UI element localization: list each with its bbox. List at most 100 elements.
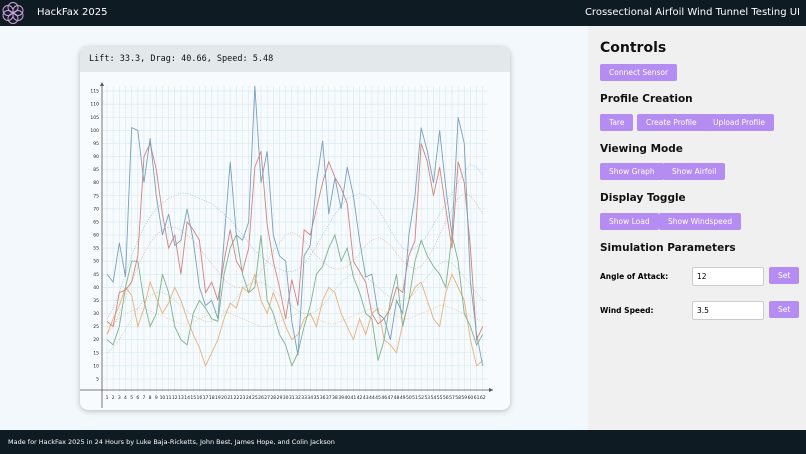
x-tick-label: 61 bbox=[474, 395, 480, 401]
controls-title: Controls bbox=[600, 40, 667, 56]
y-tick-label: 20 bbox=[93, 337, 99, 343]
button[interactable]: Upload Profile bbox=[704, 114, 774, 131]
x-tick-label: 40 bbox=[344, 395, 350, 401]
y-axis-arrow bbox=[100, 82, 104, 86]
set-button[interactable]: Set bbox=[769, 301, 800, 318]
x-tick-label: 49 bbox=[400, 395, 406, 401]
x-tick-label: 30 bbox=[283, 395, 289, 401]
y-tick-label: 50 bbox=[93, 259, 99, 265]
x-tick-label: 25 bbox=[252, 395, 258, 401]
y-tick-label: 15 bbox=[93, 350, 99, 356]
y-tick-label: 95 bbox=[93, 141, 99, 147]
x-tick-label: 56 bbox=[443, 395, 449, 401]
x-tick-label: 12 bbox=[172, 395, 178, 401]
x-tick-label: 43 bbox=[363, 395, 369, 401]
button[interactable]: Show Load bbox=[600, 213, 659, 230]
control-panel: Controls Connect Sensor Profile Creation… bbox=[588, 26, 806, 430]
button[interactable]: Show Windspeed bbox=[659, 213, 742, 230]
x-tick-label: 8 bbox=[149, 395, 152, 401]
series-line bbox=[106, 272, 484, 368]
x-tick-label: 19 bbox=[215, 395, 221, 401]
y-tick-label: 110 bbox=[90, 102, 99, 108]
x-tick-label: 31 bbox=[289, 395, 295, 401]
x-tick-label: 50 bbox=[406, 395, 412, 401]
y-tick-label: 40 bbox=[93, 285, 99, 291]
x-tick-label: 51 bbox=[412, 395, 418, 401]
logo bbox=[2, 2, 24, 24]
x-tick-label: 4 bbox=[124, 395, 127, 401]
section-title: Profile Creation bbox=[600, 93, 693, 105]
footer: Made for HackFax 2025 in 24 Hours by Luk… bbox=[0, 430, 806, 454]
footer-text: Made for HackFax 2025 in 24 Hours by Luk… bbox=[8, 438, 335, 446]
x-tick-label: 36 bbox=[320, 395, 326, 401]
y-tick-label: 70 bbox=[93, 206, 99, 212]
app-title: HackFax 2025 bbox=[37, 7, 108, 18]
param-input[interactable]: 12 bbox=[692, 267, 764, 286]
button[interactable]: Show Airfoil bbox=[663, 163, 726, 180]
y-tick-label: 65 bbox=[93, 219, 99, 225]
x-tick-label: 55 bbox=[437, 395, 443, 401]
x-tick-label: 42 bbox=[357, 395, 363, 401]
header: HackFax 2025 Crossectional Airfoil Wind … bbox=[0, 0, 806, 26]
y-tick-label: 5 bbox=[96, 376, 99, 382]
x-tick-label: 58 bbox=[455, 395, 461, 401]
x-tick-label: 37 bbox=[326, 395, 332, 401]
x-tick-label: 6 bbox=[136, 395, 139, 401]
x-tick-label: 46 bbox=[381, 395, 387, 401]
x-tick-label: 18 bbox=[209, 395, 215, 401]
y-tick-label: 45 bbox=[93, 272, 99, 278]
x-tick-label: 28 bbox=[270, 395, 276, 401]
y-tick-label: 75 bbox=[93, 193, 99, 199]
x-tick-label: 22 bbox=[233, 395, 239, 401]
x-tick-label: 13 bbox=[178, 395, 184, 401]
x-tick-label: 15 bbox=[190, 395, 196, 401]
x-tick-label: 59 bbox=[461, 395, 467, 401]
x-tick-label: 7 bbox=[143, 395, 146, 401]
param-input[interactable]: 3.5 bbox=[692, 301, 764, 320]
x-tick-label: 3 bbox=[118, 395, 121, 401]
y-tick-label: 60 bbox=[93, 233, 99, 239]
x-tick-label: 52 bbox=[418, 395, 424, 401]
button[interactable]: Create Profile bbox=[637, 114, 706, 131]
x-tick-label: 20 bbox=[221, 395, 227, 401]
section-title: Display Toggle bbox=[600, 192, 686, 204]
button[interactable]: Tare bbox=[600, 114, 634, 131]
x-tick-label: 53 bbox=[424, 395, 430, 401]
section-title: Viewing Mode bbox=[600, 143, 683, 155]
x-tick-label: 39 bbox=[338, 395, 344, 401]
series-line bbox=[106, 142, 484, 342]
x-tick-label: 14 bbox=[184, 395, 190, 401]
x-tick-label: 2 bbox=[112, 395, 115, 401]
x-tick-label: 62 bbox=[480, 395, 486, 401]
x-tick-label: 35 bbox=[314, 395, 320, 401]
button[interactable]: Show Graph bbox=[600, 163, 664, 180]
x-tick-label: 45 bbox=[375, 395, 381, 401]
x-tick-label: 5 bbox=[130, 395, 133, 401]
param-label: Angle of Attack: bbox=[600, 272, 669, 281]
y-tick-label: 25 bbox=[93, 324, 99, 330]
connect-button[interactable]: Connect Sensor bbox=[600, 64, 678, 81]
x-tick-label: 38 bbox=[332, 395, 338, 401]
chart-card: Lift: 33.3, Drag: 40.66, Speed: 5.48 5 10… bbox=[80, 47, 510, 410]
set-button[interactable]: Set bbox=[769, 267, 800, 284]
series-line bbox=[106, 85, 484, 366]
y-tick-label: 30 bbox=[93, 311, 99, 317]
y-tick-label: 105 bbox=[90, 115, 99, 121]
x-tick-label: 23 bbox=[240, 395, 246, 401]
section-title: Simulation Parameters bbox=[600, 242, 736, 254]
y-tick-label: 55 bbox=[93, 246, 99, 252]
x-tick-label: 1 bbox=[106, 395, 109, 401]
y-tick-label: 80 bbox=[93, 180, 99, 186]
y-tick-label: 100 bbox=[90, 128, 99, 134]
x-tick-label: 33 bbox=[301, 395, 307, 401]
x-tick-label: 29 bbox=[277, 395, 283, 401]
x-tick-label: 54 bbox=[431, 395, 437, 401]
app-subtitle: Crossectional Airfoil Wind Tunnel Testin… bbox=[584, 7, 800, 18]
y-tick-label: 85 bbox=[93, 167, 99, 173]
chart: 5101520253035404550556065707580859095100… bbox=[80, 82, 493, 408]
x-tick-label: 44 bbox=[369, 395, 375, 401]
x-tick-label: 57 bbox=[449, 395, 455, 401]
x-tick-label: 48 bbox=[394, 395, 400, 401]
series-line bbox=[106, 163, 484, 319]
